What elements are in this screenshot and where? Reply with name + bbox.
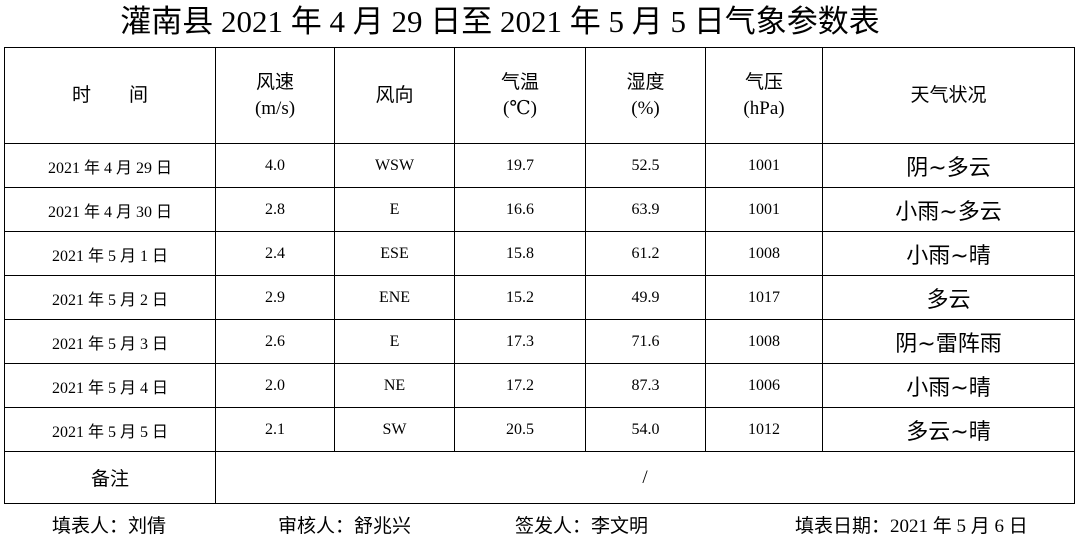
cell: 2.9: [215, 275, 335, 320]
header-text: (%): [631, 97, 660, 119]
header-cell: 风向: [334, 47, 455, 144]
cell: 87.3: [585, 363, 706, 408]
header-cell: 气温 (℃): [454, 47, 586, 144]
cell: 4.0: [215, 143, 335, 188]
cell: 49.9: [585, 275, 706, 320]
header-text: 湿度: [626, 71, 665, 93]
header-cell: 天气状况: [822, 47, 1075, 144]
note-label: 备注: [4, 451, 216, 504]
header-text: 气压: [744, 71, 783, 93]
cell: 小雨~晴: [822, 231, 1075, 276]
cell: 2021 年 5 月 1 日: [4, 231, 216, 276]
cell: 17.3: [454, 319, 586, 364]
cell: 小雨~多云: [822, 187, 1075, 232]
cell: 15.2: [454, 275, 586, 320]
cell: 71.6: [585, 319, 706, 364]
cell: 2.1: [215, 407, 335, 452]
data-row: 2021 年 5 月 1 日 2.4 ESE 15.8 61.2 1008 小雨~晴: [4, 231, 1075, 276]
cell: 2021 年 5 月 4 日: [4, 363, 216, 408]
cell: 63.9: [585, 187, 706, 232]
cell: 1008: [705, 319, 823, 364]
cell: 2021 年 5 月 3 日: [4, 319, 216, 364]
cell: 19.7: [454, 143, 586, 188]
cell: 2.0: [215, 363, 335, 408]
data-row: 2021 年 4 月 30 日 2.8 E 16.6 63.9 1001 小雨~多云: [4, 187, 1075, 232]
cell: 2.6: [215, 319, 335, 364]
cell: SW: [334, 407, 455, 452]
cell: 20.5: [454, 407, 586, 452]
cell: ENE: [334, 275, 455, 320]
cell: 17.2: [454, 363, 586, 408]
cell: 1001: [705, 187, 823, 232]
data-row: 2021 年 5 月 5 日 2.1 SW 20.5 54.0 1012 多云~晴: [4, 407, 1075, 452]
header-text: (℃): [503, 97, 537, 119]
header-cell: 时 间: [4, 47, 216, 144]
cell: 阴~雷阵雨: [822, 319, 1075, 364]
cell: 2021 年 5 月 2 日: [4, 275, 216, 320]
cell: 1012: [705, 407, 823, 452]
cell: 多云: [822, 275, 1075, 320]
weather-table: 时 间 风速 (m/s) 风向 气温 (℃) 湿度 (%) 气压 (hPa) 天气状况 2021 年 …: [4, 47, 1075, 504]
cell: 多云~晴: [822, 407, 1075, 452]
cell: 1008: [705, 231, 823, 276]
cell: 1006: [705, 363, 823, 408]
cell: 阴~多云: [822, 143, 1075, 188]
cell: 1001: [705, 143, 823, 188]
cell: 61.2: [585, 231, 706, 276]
header-text: 天气状况: [910, 84, 987, 106]
footer-text: 填表日期：2021 年 5 月 6 日: [795, 516, 1028, 537]
footer-text: 签发人：李文明: [515, 516, 649, 537]
header-row: 时 间 风速 (m/s) 风向 气温 (℃) 湿度 (%) 气压 (hPa) 天气状况: [4, 47, 1075, 144]
header-text: (hPa): [743, 97, 785, 119]
data-row: 2021 年 5 月 3 日 2.6 E 17.3 71.6 1008 阴~雷阵雨: [4, 319, 1075, 364]
cell: 15.8: [454, 231, 586, 276]
title: 灌南县 2021 年 4 月 29 日至 2021 年 5 月 5 日气象参数表: [120, 4, 880, 39]
cell: 2021 年 4 月 29 日: [4, 143, 216, 188]
cell: E: [334, 187, 455, 232]
cell: ESE: [334, 231, 455, 276]
header-cell: 湿度 (%): [585, 47, 706, 144]
cell: 54.0: [585, 407, 706, 452]
cell: 2.8: [215, 187, 335, 232]
header-text: 风向: [375, 84, 414, 106]
cell: WSW: [334, 143, 455, 188]
cell: 1017: [705, 275, 823, 320]
header-text: 时 间: [71, 84, 148, 106]
cell: 2021 年 5 月 5 日: [4, 407, 216, 452]
header-cell: 气压 (hPa): [705, 47, 823, 144]
data-row: 2021 年 4 月 29 日 4.0 WSW 19.7 52.5 1001 阴~多云: [4, 143, 1075, 188]
cell: 2.4: [215, 231, 335, 276]
cell: NE: [334, 363, 455, 408]
cell: 小雨~晴: [822, 363, 1075, 408]
header-text: 风速: [255, 71, 294, 93]
footer-text: 审核人：舒兆兴: [278, 516, 412, 537]
cell: 16.6: [454, 187, 586, 232]
data-row: 2021 年 5 月 2 日 2.9 ENE 15.2 49.9 1017 多云: [4, 275, 1075, 320]
data-row: 2021 年 5 月 4 日 2.0 NE 17.2 87.3 1006 小雨~晴: [4, 363, 1075, 408]
cell: E: [334, 319, 455, 364]
footer-text: 填表人：刘倩: [52, 516, 167, 537]
header-text: 气温: [500, 71, 539, 93]
cell: 2021 年 4 月 30 日: [4, 187, 216, 232]
note-value: /: [215, 451, 1075, 504]
header-text: (m/s): [254, 97, 296, 119]
cell: 52.5: [585, 143, 706, 188]
header-cell: 风速 (m/s): [215, 47, 335, 144]
note-row: 备注 /: [4, 451, 1075, 504]
